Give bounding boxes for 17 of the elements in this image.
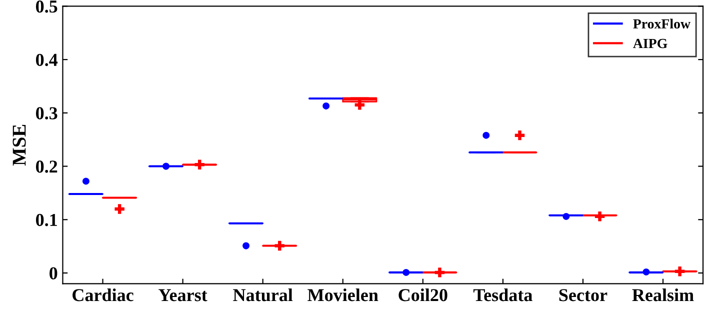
legend-label: AIPG xyxy=(633,38,668,48)
y-tick-label: 0.2 xyxy=(36,160,58,173)
y-tick-label: 0 xyxy=(50,267,58,280)
y-tick-label: 0.1 xyxy=(36,214,57,226)
y-tick-label: 0.4 xyxy=(36,54,58,66)
y-tick-label: 0.3 xyxy=(36,107,58,120)
x-tick-label: Realsim xyxy=(632,288,694,302)
x-tick-label: Tesdata xyxy=(473,288,532,302)
x-tick-label: Cardiac xyxy=(72,288,134,302)
x-tick-label: Coil20 xyxy=(398,288,448,302)
legend-label: ProxFlow xyxy=(633,18,690,29)
x-tick-label: Yearst xyxy=(158,289,208,302)
x-tick-label: Sector xyxy=(559,289,608,302)
x-tick-label: Natural xyxy=(233,288,293,302)
y-tick-label: 0.5 xyxy=(36,0,58,13)
y-axis-title: MSE xyxy=(12,124,26,166)
x-tick-label: Movielen xyxy=(308,288,378,302)
